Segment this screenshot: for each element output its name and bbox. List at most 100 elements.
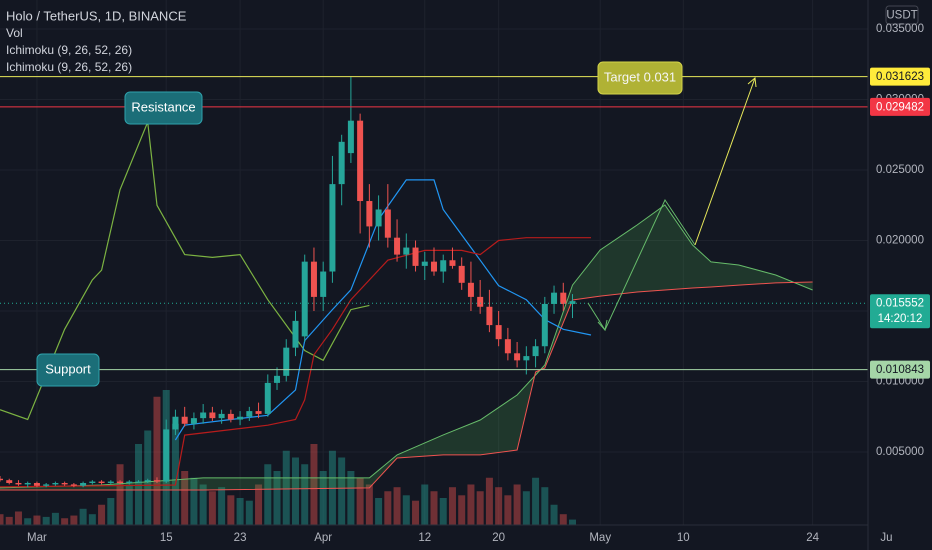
arrow-head <box>747 77 757 88</box>
candle-body <box>246 411 253 417</box>
candle-body <box>320 271 327 297</box>
candle-body <box>504 339 511 354</box>
level-label-box <box>870 67 930 86</box>
level-label: 0.010843 <box>876 364 924 376</box>
volume-bar <box>5 516 13 525</box>
x-tick-label: 20 <box>492 532 505 544</box>
candle-body <box>218 413 225 419</box>
x-tick-label: May <box>589 532 611 544</box>
candle-body <box>532 346 539 357</box>
candle-body <box>61 482 68 485</box>
x-tick-label: Apr <box>314 532 332 544</box>
volume-bar <box>42 516 50 525</box>
annotation: Target 0.031 <box>604 69 676 84</box>
volume-bar <box>125 484 133 525</box>
level-label: 0.031623 <box>876 71 924 83</box>
volume-bar <box>171 423 179 525</box>
x-tick-label: 12 <box>418 532 431 544</box>
candle-body <box>153 480 160 482</box>
candle-body <box>172 416 179 430</box>
target-arrow <box>694 77 756 246</box>
volume-bar <box>513 484 521 525</box>
volume-bar <box>310 444 318 525</box>
volume-bar <box>569 519 577 525</box>
candle-body <box>89 481 96 483</box>
volume-bar <box>51 512 59 525</box>
cloud-line <box>0 204 813 489</box>
chart-title: Holo / TetherUS, 1D, BINANCE <box>6 8 187 23</box>
candle-body <box>126 481 133 483</box>
volume-bar <box>144 430 152 525</box>
volume-bar <box>319 471 327 525</box>
candle-body <box>394 237 401 255</box>
volume-bar <box>402 495 410 525</box>
cloud-line <box>0 281 813 491</box>
volume-bar <box>522 491 530 525</box>
volume-bar <box>190 477 198 525</box>
candle-body <box>70 484 77 486</box>
volume-bar <box>495 487 503 525</box>
volume-bar <box>227 495 235 525</box>
candle-body <box>144 480 151 482</box>
candle-body <box>24 482 31 485</box>
candle-body <box>403 247 410 255</box>
candle-body <box>329 184 336 272</box>
volume-bar <box>181 471 189 525</box>
candle-body <box>495 325 502 340</box>
annotation: Resistance <box>131 99 195 114</box>
candle-body <box>514 353 521 361</box>
resistance-box <box>124 91 203 125</box>
volume-bar <box>291 457 299 525</box>
y-tick-label: 0.035000 <box>876 23 924 35</box>
volume-bar <box>24 518 32 525</box>
volume-bar <box>264 464 272 525</box>
candle-body <box>366 201 373 227</box>
candle-body <box>541 303 548 347</box>
x-tick-label: 10 <box>677 532 690 544</box>
support-box <box>36 353 100 387</box>
volume-bar <box>236 498 244 525</box>
candle-body <box>274 375 281 383</box>
volume-bar <box>476 491 484 525</box>
volume-bar <box>541 487 549 525</box>
volume-bar <box>116 464 124 525</box>
candle-body <box>283 347 290 376</box>
volume-bar <box>61 518 69 525</box>
y-tick-label: 0.025000 <box>876 164 924 176</box>
volume-bar <box>245 500 253 525</box>
candle-body <box>227 413 234 420</box>
legend-item: Ichimoku (9, 26, 52, 26) <box>6 43 132 57</box>
candle-body <box>431 261 437 272</box>
volume-bar <box>347 471 355 525</box>
candle-body <box>486 306 493 326</box>
annotation: Support <box>45 361 91 376</box>
time-axis <box>0 525 868 550</box>
volume-bar <box>199 484 207 525</box>
candle-body <box>200 412 207 419</box>
volume-bar <box>504 495 512 525</box>
volume-bar <box>273 471 281 525</box>
drawings: Resistance Support Target 0.031 <box>36 61 757 387</box>
candle-body <box>237 416 244 420</box>
last-price-box <box>870 294 930 329</box>
candle-body <box>421 261 428 266</box>
candle-body <box>52 482 59 485</box>
volume-bar <box>393 487 401 525</box>
currency: USDT <box>886 10 917 22</box>
candle-body <box>440 260 447 272</box>
volume-bar <box>135 444 143 525</box>
candle-body <box>107 481 114 483</box>
volume-bar <box>458 495 466 525</box>
candle-body <box>477 296 484 307</box>
candle-body <box>569 301 576 304</box>
currency-box <box>885 5 919 25</box>
volume-bar <box>384 491 392 525</box>
level-label-box <box>870 97 930 116</box>
target-box <box>597 61 683 95</box>
candle-body <box>98 481 105 483</box>
legend-item: Vol <box>6 26 23 40</box>
candle-body <box>190 418 197 424</box>
cloud-fill <box>0 204 813 491</box>
candle-body <box>523 356 530 361</box>
